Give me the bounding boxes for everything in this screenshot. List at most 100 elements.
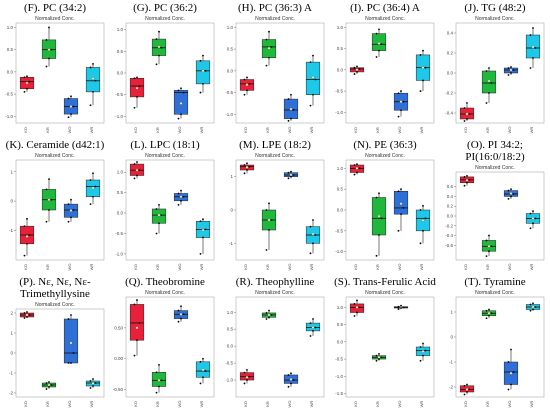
sample-point	[89, 203, 92, 206]
sample-point	[507, 67, 510, 69]
sample-point	[397, 92, 400, 95]
y-tick-label: 0	[230, 208, 233, 213]
sample-point	[92, 172, 94, 175]
sample-point	[532, 222, 534, 225]
sample-point	[488, 250, 490, 253]
sample-point	[92, 62, 94, 65]
y-tick-label: -1.0	[5, 114, 13, 119]
sample-point	[133, 77, 136, 80]
x-tick-label: KO	[463, 401, 468, 407]
sample-point	[23, 317, 26, 319]
sample-point	[422, 49, 424, 52]
mean-marker	[47, 383, 51, 387]
sample-point	[155, 38, 158, 40]
x-tick-label: KR	[375, 401, 380, 407]
sample-point	[378, 49, 380, 52]
mean-marker	[179, 102, 183, 105]
sample-point	[290, 372, 292, 375]
x-tick-label: WR	[419, 264, 424, 271]
chart-title: (L). LPC (18:1)	[130, 139, 200, 151]
sample-point	[136, 96, 138, 98]
y-tick-label: 0	[10, 351, 13, 356]
sample-point	[309, 225, 312, 228]
sample-point	[67, 362, 70, 364]
sample-point	[488, 234, 490, 237]
chart-title: (K). Ceramide (d42:1)	[5, 139, 105, 151]
sample-point	[400, 109, 402, 112]
sample-point	[45, 382, 48, 384]
y-tick-label: 0.0	[117, 211, 124, 216]
sample-point	[158, 203, 160, 206]
sample-point	[158, 364, 160, 366]
sample-point	[243, 371, 246, 374]
sample-point	[400, 307, 402, 309]
sample-point	[23, 76, 26, 79]
y-tick-label: 1	[10, 169, 13, 174]
chart-subtitle: Normalized Conc.	[255, 153, 295, 159]
y-tick-label: 0	[450, 335, 453, 340]
x-tick-label: KR	[485, 401, 490, 407]
mean-marker	[245, 83, 249, 87]
x-tick-label: WR	[89, 127, 94, 134]
chart-panel: (G). PC (36:2) Normalized Conc. 1.0 0.5 0.0 -…	[112, 2, 218, 137]
mean-marker	[135, 326, 139, 330]
plot-frame	[235, 296, 325, 398]
y-tick-label: 1.0	[7, 25, 14, 30]
mean-marker	[245, 375, 249, 379]
sample-point	[177, 89, 180, 92]
mean-marker	[487, 311, 491, 315]
mean-marker	[531, 45, 535, 49]
sample-point	[507, 197, 510, 200]
sample-point	[246, 379, 248, 381]
sample-point	[243, 78, 246, 81]
mean-marker	[245, 165, 249, 169]
sample-point	[270, 219, 273, 221]
sample-point	[70, 314, 72, 316]
sample-point	[424, 349, 427, 352]
mean-marker	[135, 168, 139, 172]
chart-subtitle: Normalized Conc.	[145, 16, 185, 22]
sample-point	[180, 113, 182, 116]
sample-point	[138, 85, 141, 87]
sample-point	[419, 359, 422, 362]
sample-point	[23, 312, 26, 314]
sample-point	[180, 317, 182, 320]
y-tick-label: 1.0	[227, 25, 234, 30]
sample-point	[89, 104, 92, 107]
sample-point	[70, 216, 72, 219]
x-tick-label: KO	[463, 264, 468, 270]
sample-point	[510, 188, 512, 191]
box-wo	[63, 318, 79, 364]
chart-panel: (K). Ceramide (d42:1) Normalized Conc. 1 0 -…	[2, 139, 108, 274]
sample-point	[400, 213, 402, 216]
sample-point	[419, 242, 422, 245]
sample-point	[48, 57, 50, 60]
sample-point	[23, 90, 26, 93]
mean-marker	[267, 313, 271, 317]
sample-point	[510, 195, 512, 198]
sample-point	[138, 322, 141, 324]
mean-marker	[91, 382, 95, 385]
y-tick-label: -0.2	[445, 223, 453, 228]
mean-marker	[377, 42, 381, 45]
sample-point	[177, 117, 180, 120]
y-tick-label: 2	[10, 311, 13, 316]
sample-point	[532, 308, 534, 311]
y-tick-label: 1.0	[117, 170, 124, 175]
sample-point	[290, 117, 292, 120]
box-ko	[129, 304, 145, 341]
chart-subtitle: Normalized Conc.	[475, 165, 515, 171]
sample-point	[268, 229, 270, 231]
x-tick-label: WO	[67, 401, 72, 408]
sample-point	[89, 380, 92, 382]
sample-point	[155, 371, 158, 374]
mean-marker	[355, 305, 359, 309]
x-tick-label: WR	[199, 264, 204, 271]
sample-point	[70, 198, 72, 201]
sample-point	[356, 171, 358, 174]
mean-marker	[399, 202, 403, 206]
mean-marker	[289, 107, 293, 111]
sample-point	[67, 203, 70, 206]
chart-subtitle: Normalized Conc.	[35, 153, 75, 159]
y-tick-label: 1	[230, 174, 233, 179]
